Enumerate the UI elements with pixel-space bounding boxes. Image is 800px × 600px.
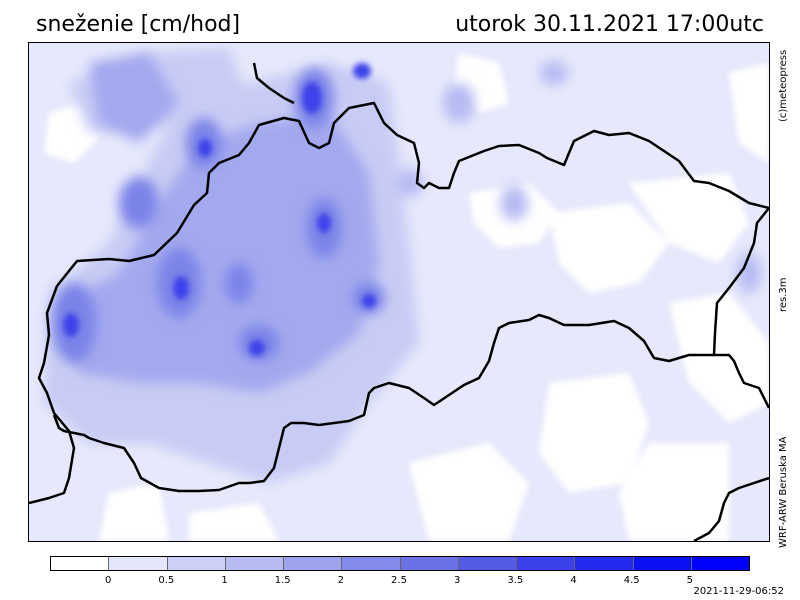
map-title-variable: sneženie [cm/hod] bbox=[36, 12, 241, 37]
northern-border bbox=[29, 101, 769, 505]
legend-tick-label: 3 bbox=[453, 575, 461, 586]
legend-tick-label: 2.5 bbox=[391, 575, 407, 586]
resolution-label: res.3m bbox=[778, 277, 789, 312]
country-borders bbox=[29, 62, 769, 541]
map-title-datetime: utorok 30.11.2021 17:00utc bbox=[455, 12, 764, 37]
legend-swatch bbox=[342, 557, 401, 570]
run-timestamp: 2021-11-29-06:52 bbox=[693, 586, 784, 597]
eastern-border bbox=[712, 207, 769, 409]
southeast-border bbox=[693, 476, 769, 541]
legend-tick-label: 4.5 bbox=[623, 575, 640, 586]
legend-swatch bbox=[691, 557, 749, 570]
legend-tick-label: 1.5 bbox=[274, 575, 291, 586]
legend-swatch bbox=[575, 557, 634, 570]
legend-swatch bbox=[225, 557, 284, 570]
legend-tick-label: 3.5 bbox=[507, 575, 524, 586]
legend-tick-label: 1 bbox=[221, 575, 228, 586]
legend-swatch bbox=[284, 557, 343, 570]
legend-tick-label: 5 bbox=[686, 575, 694, 586]
legend-tick-label: 4 bbox=[570, 575, 577, 586]
legend-swatch bbox=[109, 557, 168, 570]
legend-swatch bbox=[400, 557, 459, 570]
southern-border bbox=[52, 313, 714, 493]
legend-swatch bbox=[51, 557, 110, 570]
legend-swatch bbox=[633, 557, 692, 570]
no-snow-areas bbox=[44, 53, 769, 541]
precipitation-map bbox=[28, 42, 770, 542]
heavier-snow-band bbox=[59, 53, 379, 393]
northwest-border bbox=[252, 62, 295, 105]
legend-tick-label: 0.5 bbox=[158, 575, 175, 586]
model-label: WRF-ARW Beruska MA bbox=[778, 436, 789, 549]
legend-swatch bbox=[167, 557, 226, 570]
legend-swatch bbox=[458, 557, 517, 570]
legend-tick-label: 0 bbox=[104, 575, 112, 586]
color-legend bbox=[50, 556, 750, 571]
map-canvas bbox=[29, 43, 769, 541]
intense-snow-cores bbox=[63, 63, 376, 356]
legend-tick-label: 2 bbox=[337, 575, 345, 586]
eastern-snow-patches bbox=[395, 61, 761, 293]
copyright-label: (c)meteopress bbox=[778, 49, 789, 122]
legend-swatch bbox=[517, 557, 576, 570]
